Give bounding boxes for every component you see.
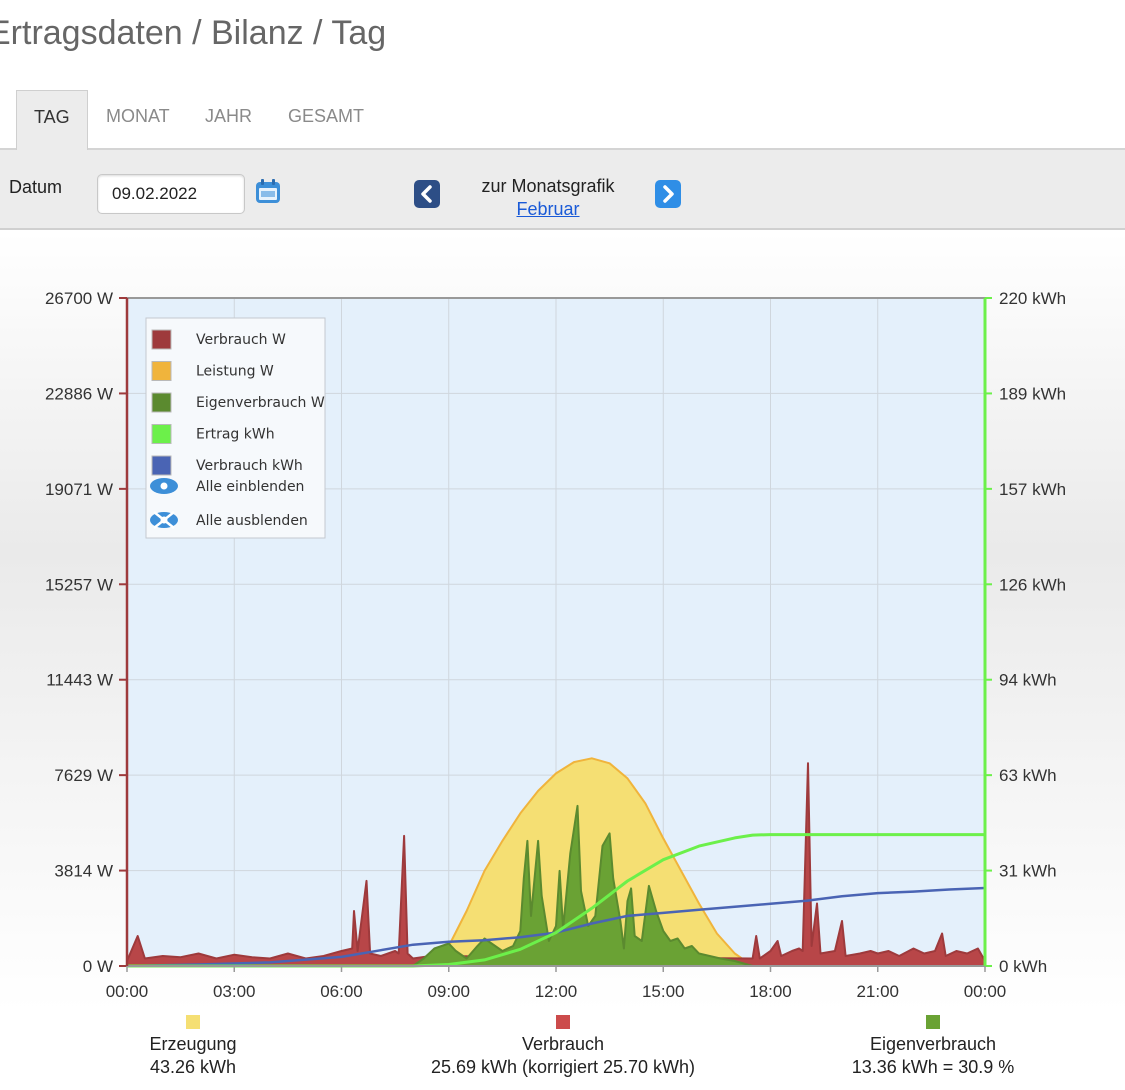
month-link[interactable]: Februar (516, 199, 580, 219)
y-right-tick-label: 157 kWh (999, 480, 1066, 499)
y-right-tick-label: 220 kWh (999, 289, 1066, 308)
eye-crossed-icon (150, 511, 178, 529)
page-title: Ertragsdaten / Bilanz / Tag (0, 14, 387, 52)
tab-tag[interactable]: TAG (16, 90, 88, 150)
summary-eigenverbrauch-label: Eigenverbrauch (869, 1034, 997, 1054)
verbrauch-swatch (556, 1015, 570, 1029)
datum-label: Datum (9, 177, 63, 197)
y-left-tick-label: 7629 W (54, 766, 113, 785)
erzeugung-swatch (186, 1015, 200, 1029)
series-eigenverbrauch-w (412, 804, 754, 967)
x-tick-label: 03:00 (213, 982, 256, 1001)
legend-action-label[interactable]: Alle einblenden (196, 479, 304, 495)
summary-erzeugung-label: Erzeugung (149, 1034, 237, 1054)
x-tick-label: 18:00 (749, 982, 792, 1001)
legend-swatch (151, 361, 172, 381)
date-controls: Datum zur Monatsgrafik Februar (0, 150, 1125, 230)
series-ertrag-kwh (127, 833, 985, 968)
series-leistung-w (412, 757, 754, 967)
x-tick-label: 12:00 (535, 982, 578, 1001)
x-tick-label: 15:00 (642, 982, 685, 1001)
legend-label: Ertrag kWh (196, 427, 275, 443)
y-right-tick-label: 31 kWh (999, 862, 1057, 881)
y-right-tick-label: 126 kWh (999, 575, 1066, 594)
x-tick-label: 09:00 (427, 982, 470, 1001)
y-left-tick-label: 0 W (83, 957, 113, 976)
y-left-tick-label: 19071 W (45, 480, 113, 499)
y-left-tick-label: 26700 W (45, 289, 113, 308)
tab-bar: TAG MONAT JAHR GESAMT (0, 90, 1125, 150)
series-verbrauch-w (126, 762, 986, 967)
legend-swatch (151, 455, 172, 476)
legend-swatch (151, 329, 172, 350)
y-left-tick-label: 3814 W (54, 862, 113, 881)
x-tick-label: 00:00 (106, 982, 149, 1001)
y-left-tick-label: 11443 W (46, 671, 113, 690)
tab-gesamt[interactable]: GESAMT (288, 106, 365, 126)
next-month-icon[interactable] (655, 180, 681, 208)
summary-erzeugung-value: 43.26 kWh (149, 1057, 237, 1077)
y-right-tick-label: 94 kWh (999, 671, 1057, 690)
summary-verbrauch: Verbrauch 25.69 kWh (korrigiert 25.70 kW… (413, 1015, 713, 1079)
legend-box (145, 317, 326, 539)
legend-swatch (151, 424, 172, 444)
energy-chart: 0 W 3814 W 7629 W 11443 W 15257 W 19071 W 2288… (45, 289, 1066, 1001)
prev-month-icon[interactable] (414, 180, 440, 208)
legend-label: Verbrauch W (196, 332, 286, 348)
eye-cross (153, 511, 175, 529)
chart-legend: Verbrauch W Leistung W Eigenverbrauch W Ert… (145, 317, 326, 539)
date-input[interactable] (97, 174, 245, 214)
x-tick-label: 00:00 (964, 982, 1007, 1001)
legend-swatch (151, 392, 172, 413)
tab-jahr[interactable]: JAHR (205, 106, 253, 126)
month-nav: zur Monatsgrafik Februar (460, 175, 636, 221)
calendar-icon[interactable] (254, 177, 282, 205)
y-right-tick-label: 0 kWh (999, 957, 1047, 976)
x-tick-label: 06:00 (320, 982, 363, 1001)
y-right-tick-label: 63 kWh (999, 766, 1057, 785)
x-tick-label: 21:00 (856, 982, 899, 1001)
summary-erzeugung: Erzeugung 43.26 kWh (145, 1015, 241, 1079)
series-verbrauch-kwh (126, 886, 986, 968)
tab-monat[interactable]: MONAT (106, 106, 170, 126)
summary-eigenverbrauch-value: 13.36 kWh = 30.9 % (851, 1057, 1015, 1077)
summary-verbrauch-value: 25.69 kWh (korrigiert 25.70 kWh) (430, 1057, 696, 1077)
summary-verbrauch-label: Verbrauch (521, 1034, 605, 1054)
chart-area: 0 W 3814 W 7629 W 11443 W 15257 W 19071 W 2288… (0, 232, 1125, 1090)
legend-label: Eigenverbrauch W (196, 395, 325, 411)
legend-action-label[interactable]: Alle ausblenden (196, 513, 308, 529)
summary-eigenverbrauch: Eigenverbrauch 13.36 kWh = 30.9 % (838, 1015, 1028, 1079)
legend-label: Leistung W (196, 364, 274, 380)
eye-pupil (160, 482, 168, 490)
eye-icon (150, 478, 178, 494)
y-right-tick-label: 189 kWh (999, 384, 1066, 403)
y-left-tick-label: 15257 W (45, 575, 113, 594)
eigenverbrauch-swatch (926, 1015, 940, 1029)
month-nav-label: zur Monatsgrafik (481, 176, 615, 196)
legend-label: Verbrauch kWh (196, 458, 303, 474)
y-left-tick-label: 22886 W (45, 384, 113, 403)
